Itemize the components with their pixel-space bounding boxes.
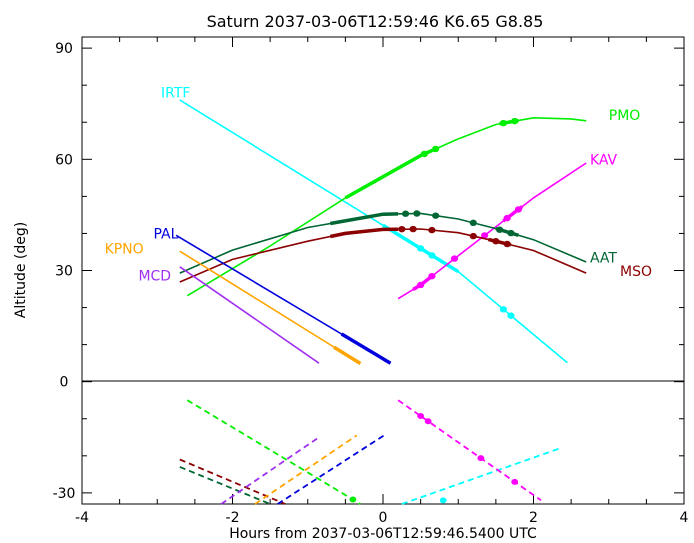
mso-marker <box>492 238 500 245</box>
mcd-altitude-line <box>179 266 320 364</box>
aat-marker <box>469 219 477 227</box>
pmo-marker <box>511 117 519 125</box>
pmo-marker <box>420 150 428 158</box>
chart-title: Saturn 2037-03-06T12:59:46 K6.65 G8.85 <box>207 12 544 31</box>
aat-marker <box>507 229 515 237</box>
series-mso: MSO <box>179 225 652 505</box>
kav-below-marker <box>511 478 519 485</box>
pal-label: PAL <box>153 226 178 242</box>
y-tick-labels: -30 0 30 60 90 <box>53 41 76 502</box>
mso-label: MSO <box>620 264 652 280</box>
mso-marker <box>503 240 511 248</box>
aat-label: AAT <box>590 251 617 267</box>
aat-below-horizon-line <box>179 466 271 505</box>
mso-marker <box>469 232 477 240</box>
kav-marker <box>514 206 523 213</box>
pmo-below-horizon-line <box>186 399 361 505</box>
kav-label: KAV <box>590 152 618 168</box>
kpno-altitude-line <box>179 250 361 365</box>
x-tick-labels: -4 -2 0 2 4 <box>75 510 689 526</box>
kpno-below-horizon-line <box>254 434 358 505</box>
kav-marker <box>503 214 511 222</box>
y-tick-label: 60 <box>55 152 73 168</box>
plot-frame <box>81 36 685 505</box>
pal-below-horizon-line <box>277 432 388 505</box>
mcd-below-horizon-line <box>220 436 320 505</box>
irtf-marker <box>507 312 515 319</box>
pmo-marker <box>499 119 507 127</box>
aat-marker <box>432 212 440 219</box>
kav-marker <box>417 281 425 289</box>
irtf-marker <box>428 252 436 259</box>
kpno-label: KPNO <box>105 241 144 257</box>
pmo-label: PMO <box>609 108 641 124</box>
kav-marker <box>480 232 489 239</box>
x-axis-label: Hours from 2037-03-06T12:59:46.5400 UTC <box>229 526 537 542</box>
y-tick-label: 30 <box>55 264 73 280</box>
series-aat: AAT <box>179 210 617 505</box>
series-pmo: PMO <box>186 108 641 505</box>
series-kav: KAV <box>397 152 618 502</box>
mso-thick-segment <box>329 227 399 239</box>
x-tick-label: 2 <box>529 510 538 526</box>
y-tick-label: -30 <box>53 486 76 502</box>
x-tick-label: 4 <box>680 510 689 526</box>
x-tick-label: -2 <box>226 510 240 526</box>
pmo-altitude-line <box>186 116 587 297</box>
mcd-label: MCD <box>138 269 171 285</box>
series-kpno: KPNO <box>105 241 362 505</box>
kav-below-marker <box>417 413 425 420</box>
series-mcd: MCD <box>138 266 320 505</box>
mso-marker <box>409 225 417 233</box>
pmo-thick-segment <box>344 147 437 200</box>
irtf-below-marker <box>439 497 447 504</box>
kav-below-marker <box>424 418 432 425</box>
aat-altitude-line <box>179 212 587 274</box>
y-tick-label: 90 <box>55 41 73 57</box>
y-axis-label: Altitude (deg) <box>13 222 29 318</box>
kav-marker <box>428 272 436 280</box>
pal-thick-segment <box>340 332 392 365</box>
pmo-marker <box>432 145 440 153</box>
aat-marker <box>496 226 504 233</box>
series-irtf: IRTF <box>161 86 568 505</box>
pmo-below-marker <box>349 496 357 503</box>
irtf-marker <box>499 306 507 313</box>
mso-marker <box>398 225 406 233</box>
aat-thick-segment <box>329 212 399 226</box>
axis-ticks <box>81 37 685 504</box>
irtf-label: IRTF <box>161 86 190 102</box>
x-tick-label: -4 <box>75 510 89 526</box>
kpno-thick-segment <box>333 345 362 365</box>
kav-marker <box>450 255 459 262</box>
irtf-below-horizon-line <box>401 447 561 505</box>
kav-below-marker <box>477 455 485 462</box>
irtf-marker <box>417 245 425 252</box>
series-pal: PAL <box>153 226 392 505</box>
mso-marker <box>428 226 436 234</box>
aat-marker <box>401 210 410 217</box>
y-tick-label: 0 <box>60 375 69 391</box>
aat-marker <box>413 210 421 217</box>
x-tick-label: 0 <box>379 510 388 526</box>
